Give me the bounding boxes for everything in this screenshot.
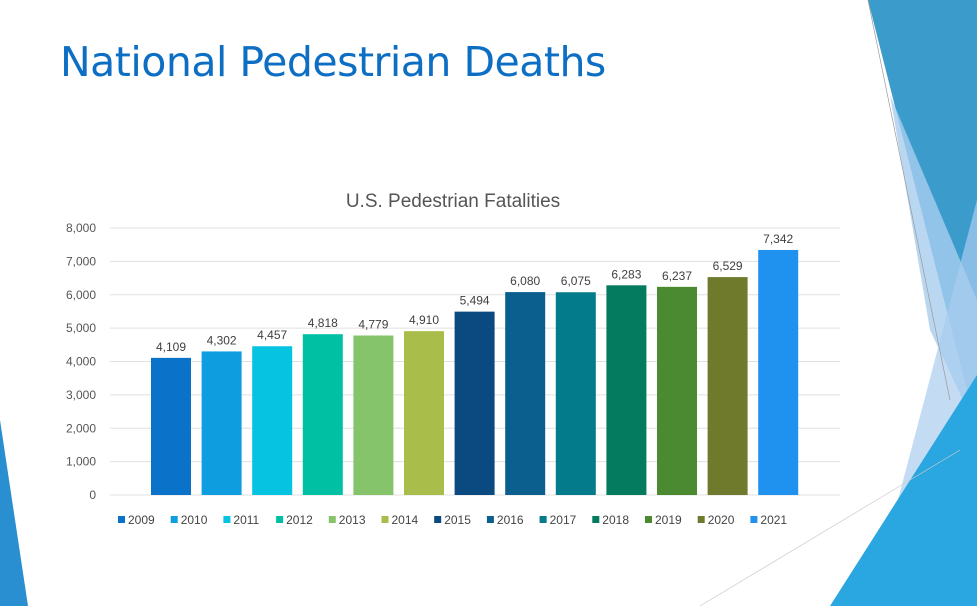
bar-2015: [454, 311, 495, 495]
legend-label-2019: 2019: [655, 513, 682, 527]
data-label-2020: 6,529: [713, 259, 743, 273]
chart-title: U.S. Pedestrian Fatalities: [346, 191, 560, 212]
decor-line: [867, 0, 951, 401]
bar-2019: [657, 286, 697, 495]
bar-2016: [505, 292, 546, 495]
legend-swatch-2009: [118, 516, 125, 523]
bar-2012: [302, 334, 343, 495]
legend-label-2017: 2017: [550, 513, 577, 527]
legend-label-2015: 2015: [444, 513, 471, 527]
legend-swatch-2017: [539, 516, 547, 523]
bar-2014: [404, 331, 444, 495]
data-label-2011: 4,457: [257, 328, 287, 342]
y-tick-label: 7,000: [66, 254, 96, 268]
legend-label-2020: 2020: [708, 513, 735, 527]
legend-swatch-2018: [592, 516, 600, 523]
legend-label-2016: 2016: [497, 513, 524, 527]
bar-2009: [151, 357, 191, 495]
legend-label-2021: 2021: [760, 513, 787, 527]
data-label-2016: 6,080: [510, 274, 540, 288]
y-tick-label: 5,000: [66, 321, 96, 335]
legend-label-2010: 2010: [181, 513, 208, 527]
bar-2017: [555, 292, 596, 495]
legend-swatch-2019: [645, 516, 652, 523]
y-tick-label: 1,000: [66, 455, 96, 469]
legend-swatch-2016: [486, 516, 494, 523]
legend-label-2011: 2011: [233, 513, 259, 527]
legend-label-2012: 2012: [286, 513, 313, 527]
data-label-2021: 7,342: [763, 232, 793, 246]
data-label-2015: 5,494: [460, 294, 490, 308]
bar-2021: [758, 249, 799, 495]
legend-label-2018: 2018: [602, 513, 629, 527]
bar-2011: [252, 346, 293, 495]
legend-label-2009: 2009: [128, 513, 155, 527]
legend-label-2014: 2014: [392, 513, 419, 527]
data-label-2009: 4,109: [156, 340, 186, 354]
legend-swatch-2014: [381, 516, 389, 523]
legend-swatch-2020: [697, 516, 705, 523]
data-label-2013: 4,779: [358, 318, 388, 332]
data-label-2017: 6,075: [561, 274, 591, 288]
legend-swatch-2021: [750, 516, 758, 523]
bar-2018: [606, 285, 647, 495]
y-tick-label: 8,000: [66, 221, 96, 235]
data-label-2012: 4,818: [308, 316, 338, 330]
legend-swatch-2012: [276, 516, 284, 523]
y-tick-label: 3,000: [66, 388, 96, 402]
decor-line: [699, 449, 961, 606]
data-label-2014: 4,910: [409, 313, 439, 327]
legend-swatch-2015: [434, 516, 442, 523]
legend-swatch-2010: [170, 516, 178, 523]
decor-triangle-left: [0, 420, 28, 606]
bar-2010: [201, 351, 242, 495]
bar-2013: [353, 335, 394, 495]
legend-swatch-2011: [223, 516, 231, 523]
slide-title: National Pedestrian Deaths: [60, 38, 606, 86]
legend-swatch-2013: [328, 516, 336, 523]
bar-2020: [707, 277, 748, 495]
data-label-2010: 4,302: [207, 333, 237, 347]
y-tick-label: 2,000: [66, 421, 96, 435]
y-tick-label: 4,000: [66, 355, 96, 369]
data-label-2018: 6,283: [611, 267, 641, 281]
data-label-2019: 6,237: [662, 269, 692, 283]
legend-label-2013: 2013: [339, 513, 366, 527]
decor-triangle-bottom: [830, 375, 977, 606]
y-tick-label: 6,000: [66, 288, 96, 302]
y-tick-label: 0: [89, 488, 96, 502]
